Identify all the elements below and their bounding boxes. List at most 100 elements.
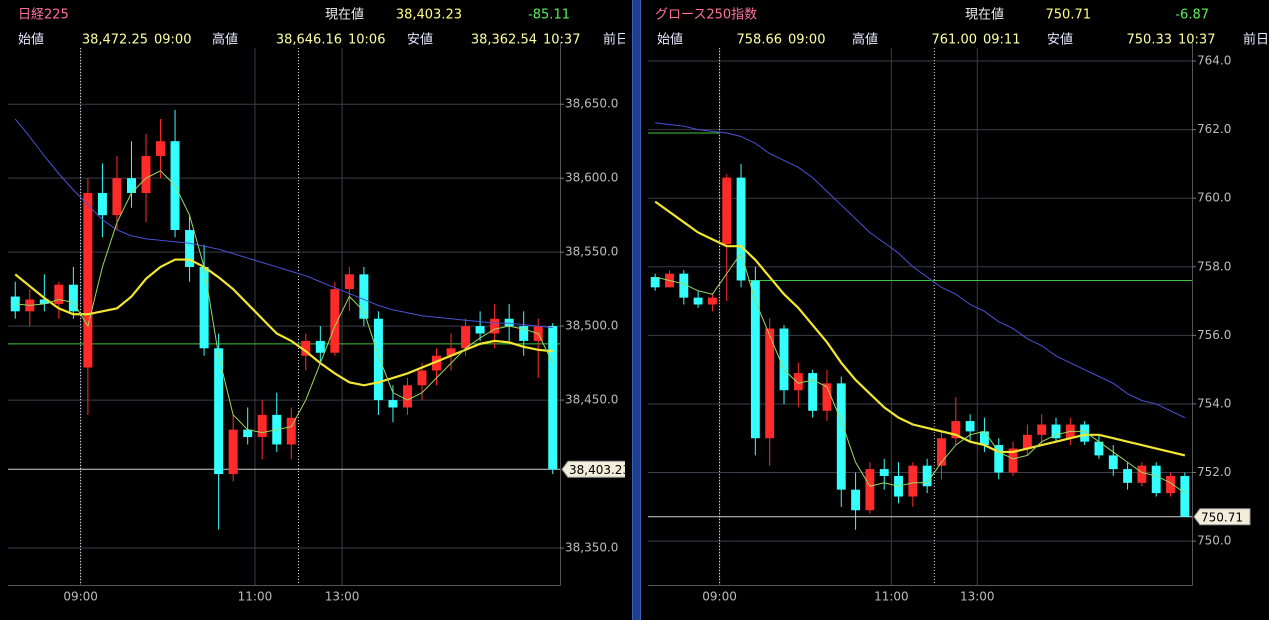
quote-time: 09:11 xyxy=(983,33,1020,48)
indicator-line xyxy=(655,251,1186,494)
change-value: -6.87 xyxy=(1175,8,1209,23)
candle-body xyxy=(344,274,354,290)
candle-body xyxy=(504,318,514,327)
price-tag-label: 38,403.23 xyxy=(569,463,630,477)
candle-body xyxy=(548,326,558,470)
candle-body xyxy=(965,421,975,432)
candle-body xyxy=(446,348,456,356)
candle-body xyxy=(1022,434,1032,449)
quote-time: 10:37 xyxy=(1178,33,1215,48)
x-tick-label: 09:00 xyxy=(63,590,98,604)
y-tick-label: 38,650.0 xyxy=(565,97,618,111)
candle-body xyxy=(432,355,442,371)
price-tag-label: 750.71 xyxy=(1201,510,1243,524)
quote-label: 始値 xyxy=(657,32,683,48)
change-value: -85.11 xyxy=(528,8,570,23)
candle-body xyxy=(417,370,427,386)
y-tick-label: 38,350.0 xyxy=(565,541,618,555)
candle-body xyxy=(126,178,136,193)
candle-body xyxy=(257,414,267,438)
candle-body xyxy=(97,192,107,216)
price-tag-box xyxy=(561,460,625,478)
quote-value: 38,646.16 xyxy=(276,33,342,48)
candle-body xyxy=(650,277,660,288)
current-value: 38,403.23 xyxy=(396,8,462,23)
y-tick-label: 764.0 xyxy=(1197,54,1231,68)
y-tick-label: 752.0 xyxy=(1197,465,1231,479)
candle-body xyxy=(519,326,529,341)
candle-body xyxy=(707,297,717,305)
candle-body xyxy=(1180,475,1190,517)
candle-body xyxy=(793,373,803,391)
candle-body xyxy=(879,469,889,476)
quote-label: 安値 xyxy=(1047,32,1073,48)
candle-body xyxy=(141,155,151,193)
y-tick-label: 38,500.0 xyxy=(565,319,618,333)
candle-body xyxy=(1151,465,1161,494)
candle-body xyxy=(937,438,946,466)
panel: グロース250指数 現在値 750.71 -6.87 始値 758.66 09:00 高値 76… xyxy=(648,7,1269,604)
current-label: 現在値 xyxy=(325,7,364,23)
price-tag-box xyxy=(1193,508,1251,526)
candle-body xyxy=(54,284,64,304)
y-tick-label: 754.0 xyxy=(1197,396,1231,410)
quote-label: 高値 xyxy=(852,32,878,48)
quote-value: 750.33 xyxy=(1127,33,1173,48)
current-value: 750.71 xyxy=(1046,8,1092,23)
y-tick-label: 750.0 xyxy=(1197,534,1231,548)
candle-body xyxy=(979,431,989,446)
y-tick-label: 762.0 xyxy=(1197,122,1231,136)
y-tick-label: 38,550.0 xyxy=(565,245,618,259)
candle-body xyxy=(736,177,746,281)
candle-body xyxy=(951,421,961,439)
candle-body xyxy=(83,192,93,368)
current-label: 現在値 xyxy=(965,7,1004,23)
candle-body xyxy=(185,229,195,267)
candle-body xyxy=(243,429,253,438)
indicator-line xyxy=(15,170,554,434)
instrument-title: グロース250指数 xyxy=(655,8,757,23)
candle-body xyxy=(693,297,703,305)
candle-body xyxy=(156,141,166,156)
y-tick-label: 758.0 xyxy=(1197,259,1231,273)
candle-body xyxy=(461,326,471,349)
quote-label: 高値 xyxy=(212,32,238,48)
candle-body xyxy=(301,340,311,356)
candle-body xyxy=(112,178,122,216)
candle-body xyxy=(1123,469,1133,483)
candle-body xyxy=(39,299,49,304)
candle-body xyxy=(750,280,760,439)
candle-body xyxy=(765,328,775,439)
candle-body xyxy=(402,385,412,408)
candle-body xyxy=(1166,475,1175,494)
candle-body xyxy=(1137,465,1147,483)
instrument-title: 日経225 xyxy=(18,8,69,23)
quote-value: 761.00 xyxy=(932,33,978,48)
candle-body xyxy=(199,266,209,349)
prev-label: 前日 xyxy=(1243,32,1269,48)
candle-body xyxy=(214,348,224,475)
candle-body xyxy=(1037,424,1047,435)
candle-body xyxy=(808,373,818,411)
candle-body xyxy=(228,429,238,475)
panel: 日経225 現在値 38,403.23 -85.11 始値 38,472.25 09:00 高… xyxy=(8,7,630,604)
candle-body xyxy=(865,469,875,511)
candle-body xyxy=(475,326,485,334)
candle-body xyxy=(922,465,932,487)
prev-label: 前日 xyxy=(603,32,629,48)
candle-body xyxy=(1108,455,1118,470)
quote-time: 10:37 xyxy=(543,33,580,48)
quote-label: 始値 xyxy=(18,32,44,48)
candle-body xyxy=(1008,448,1018,473)
candle-body xyxy=(68,284,78,312)
candle-body xyxy=(490,318,500,334)
x-tick-label: 09:00 xyxy=(702,590,737,604)
candle-body xyxy=(1094,441,1104,456)
candle-body xyxy=(822,383,832,411)
indicator-line xyxy=(654,200,1186,457)
candle-body xyxy=(388,400,398,408)
y-tick-label: 38,600.0 xyxy=(565,171,618,185)
x-tick-label: 11:00 xyxy=(238,590,273,604)
quote-value: 758.66 xyxy=(737,33,783,48)
